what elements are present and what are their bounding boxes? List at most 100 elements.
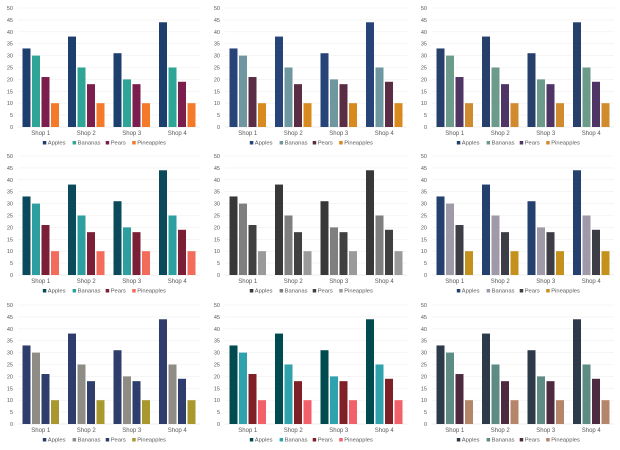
bar-pineapples-3 (349, 251, 357, 275)
bar-apples-4 (159, 170, 167, 275)
x-tick-label: Shop 3 (122, 428, 142, 434)
y-tick-label: 10 (7, 101, 13, 107)
legend-swatch-pineapples (339, 438, 343, 442)
x-tick-label: Shop 3 (329, 279, 349, 285)
bar-apples-4 (573, 22, 581, 128)
bar-apples-2 (68, 36, 76, 128)
legend-swatch-bananas (486, 141, 491, 145)
bar-apples-1 (229, 48, 238, 127)
y-tick-label: 20 (7, 374, 13, 380)
bar-pears-2 (87, 84, 95, 127)
bar-pineapples-1 (258, 251, 266, 275)
bar-bananas-4 (582, 364, 591, 424)
y-tick-label: 45 (421, 315, 427, 321)
y-tick-label: 40 (7, 30, 13, 36)
legend-swatch-pears (312, 289, 317, 293)
bar-bananas-2 (77, 364, 86, 424)
legend-label-pineapples: Pineapples (344, 438, 373, 444)
chart-svg: 0 5 10 15 20 25 30 35 40 45 50 Shop 1 Shop 2 Shop 3 Sh… (421, 6, 614, 147)
y-tick-label: 20 (7, 225, 13, 231)
legend-swatch-bananas (72, 438, 77, 442)
legend-label-pineapples: Pineapples (551, 289, 580, 295)
x-tick-label: Shop 3 (536, 131, 556, 137)
bar-pears-1 (41, 77, 50, 127)
y-tick-label: 50 (7, 6, 13, 12)
y-tick-label: 40 (7, 178, 13, 184)
x-tick-label: Shop 4 (168, 428, 188, 434)
bar-pineapples-2 (303, 251, 312, 275)
chart-svg: 0 5 10 15 20 25 30 35 40 45 50 Shop 1 Shop 2 Shop 3 Sh… (421, 303, 614, 444)
bar-apples-1 (22, 196, 31, 275)
legend-swatch-pears (312, 438, 317, 442)
bar-pears-2 (294, 381, 302, 424)
bar-bananas-3 (537, 227, 545, 275)
bar-bananas-2 (284, 67, 293, 127)
legend-label-pears: Pears (318, 438, 333, 444)
bar-pears-2 (87, 232, 95, 275)
bar-pineapples-1 (51, 400, 59, 424)
y-tick-label: 25 (7, 214, 13, 220)
legend-label-pears: Pears (111, 289, 126, 295)
y-tick-label: 40 (421, 178, 427, 184)
y-tick-label: 35 (421, 190, 427, 196)
y-tick-label: 50 (214, 6, 220, 12)
y-tick-label: 30 (214, 202, 220, 208)
y-tick-label: 0 (10, 422, 13, 428)
bar-apples-1 (229, 196, 238, 275)
x-tick-label: Shop 3 (536, 428, 556, 434)
bar-apples-1 (436, 345, 445, 424)
bar-pears-1 (41, 225, 50, 275)
y-tick-label: 30 (421, 351, 427, 357)
y-tick-label: 20 (421, 225, 427, 231)
y-tick-label: 45 (7, 166, 13, 172)
y-tick-label: 5 (217, 113, 220, 119)
legend-label-bananas: Bananas (285, 289, 308, 295)
bar-apples-3 (113, 350, 122, 424)
y-tick-label: 15 (421, 386, 427, 392)
legend-swatch-apples (42, 141, 47, 145)
bar-chart-7: 0 5 10 15 20 25 30 35 40 45 50 Shop 1 Shop 2 Shop 3 Sh… (0, 297, 206, 445)
x-tick-label: Shop 2 (284, 131, 304, 137)
legend-label-apples: Apples (48, 289, 66, 295)
bar-apples-2 (275, 333, 283, 424)
bar-bananas-2 (491, 364, 500, 424)
bar-bananas-4 (168, 67, 177, 127)
bar-bananas-4 (582, 67, 591, 127)
bar-apples-1 (22, 48, 31, 127)
y-tick-label: 0 (424, 125, 427, 131)
bar-pineapples-2 (510, 251, 519, 275)
bar-pears-4 (592, 378, 600, 424)
bar-bananas-1 (32, 55, 40, 127)
x-tick-label: Shop 2 (77, 279, 97, 285)
bar-pineapples-4 (187, 400, 196, 424)
bar-pineapples-1 (465, 103, 473, 127)
x-tick-label: Shop 3 (122, 131, 142, 137)
y-tick-label: 0 (10, 125, 13, 131)
bar-apples-4 (159, 319, 167, 424)
y-tick-label: 10 (421, 101, 427, 107)
y-tick-label: 25 (214, 363, 220, 369)
y-tick-label: 25 (421, 214, 427, 220)
y-tick-label: 25 (421, 363, 427, 369)
bar-bananas-3 (330, 79, 338, 127)
y-tick-label: 5 (10, 410, 13, 416)
bar-bananas-3 (123, 376, 131, 424)
y-tick-label: 30 (7, 54, 13, 60)
bar-apples-3 (320, 350, 329, 424)
x-tick-label: Shop 3 (122, 279, 142, 285)
bar-bananas-1 (32, 203, 40, 275)
bar-apples-3 (320, 201, 329, 275)
bar-pineapples-4 (394, 103, 403, 127)
bar-apples-3 (113, 53, 122, 127)
y-tick-label: 35 (421, 42, 427, 48)
legend-swatch-bananas (279, 289, 284, 293)
bar-apples-2 (482, 36, 490, 128)
x-tick-label: Shop 4 (168, 279, 188, 285)
x-tick-label: Shop 1 (238, 279, 258, 285)
chart-svg: 0 5 10 15 20 25 30 35 40 45 50 Shop 1 Shop 2 Shop 3 Sh… (7, 303, 200, 444)
bar-bananas-4 (168, 364, 177, 424)
y-tick-label: 35 (421, 339, 427, 345)
bar-pears-1 (455, 77, 464, 127)
y-tick-label: 45 (421, 18, 427, 24)
x-tick-label: Shop 4 (375, 279, 395, 285)
